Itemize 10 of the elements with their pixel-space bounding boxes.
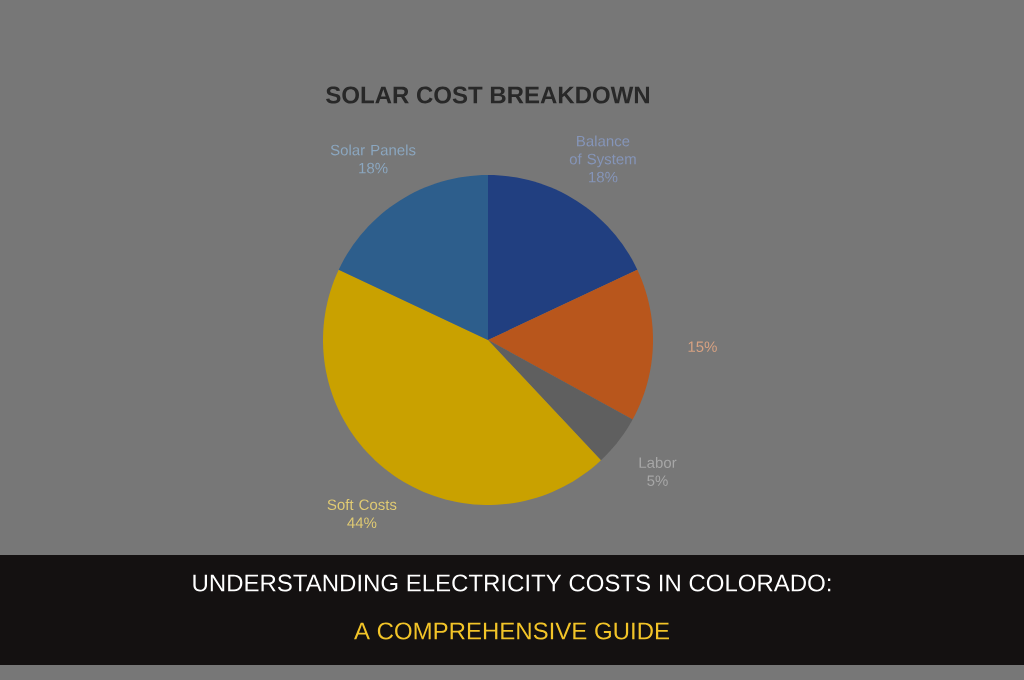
- slice-label: Soft Costs: [327, 499, 397, 511]
- slice-label: Solar Panels: [330, 144, 416, 156]
- data-label: 44%: [347, 517, 377, 529]
- data-label: 18%: [359, 162, 388, 174]
- slice-label: Balance of System: [569, 135, 636, 168]
- data-label: 15%: [688, 341, 717, 352]
- text: A COMPREHENSIVE GUIDE: [354, 622, 669, 640]
- text: UNDERSTANDING ELECTRICITY COSTS IN COLORADO:: [193, 574, 831, 592]
- data-label: 18%: [589, 171, 618, 183]
- chart-title: SOLAR COST BREAKDOWN: [326, 86, 650, 104]
